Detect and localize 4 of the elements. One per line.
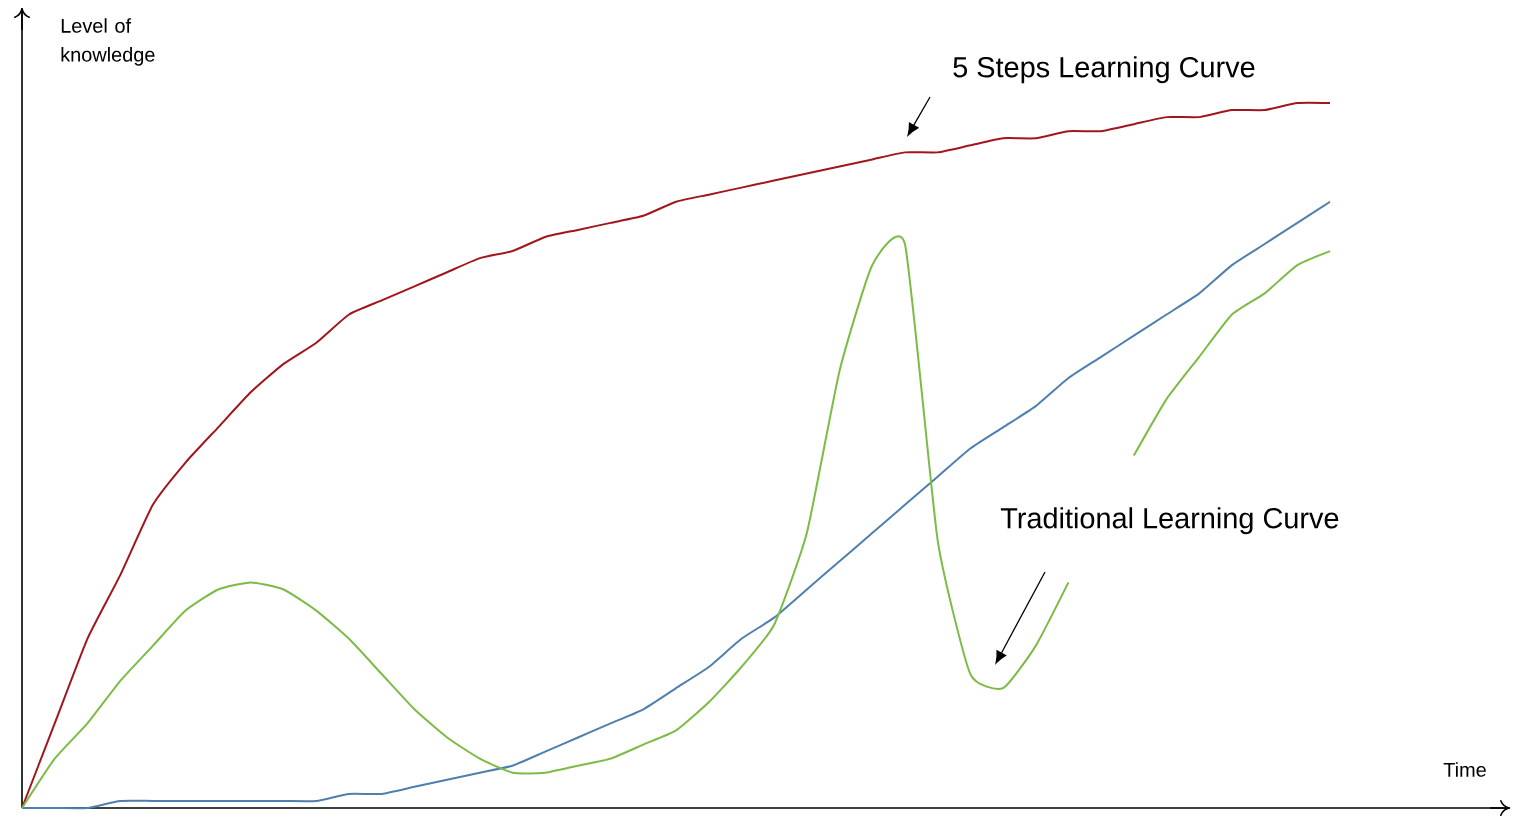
x-axis-title: Time (1443, 762, 1486, 777)
series-label: 5 Steps Learning Curve (953, 56, 1255, 84)
text: Traditional Learning Curve (1000, 507, 1339, 535)
y-axis-title: Level of knowledge (61, 18, 155, 66)
